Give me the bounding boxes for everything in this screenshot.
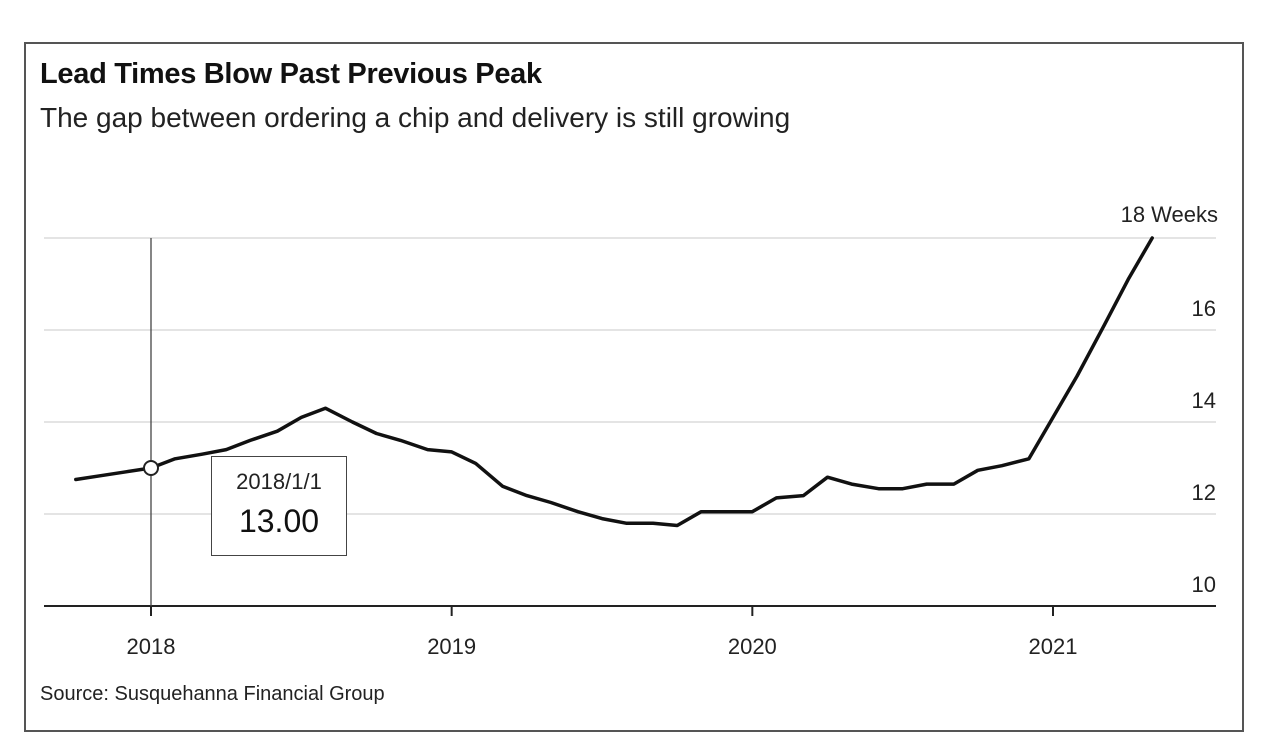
chart-subtitle: The gap between ordering a chip and deli… xyxy=(40,102,791,133)
y-tick-label: 12 xyxy=(1192,480,1216,505)
x-tick-label: 2019 xyxy=(427,634,476,659)
y-tick-label: 18 Weeks xyxy=(1121,202,1218,227)
y-tick-label: 16 xyxy=(1192,296,1216,321)
tick-labels: 18 Weeks 16 14 12 10 2018 2019 2020 2021 xyxy=(127,202,1218,659)
x-tick-label: 2021 xyxy=(1029,634,1078,659)
source-note: Source: Susquehanna Financial Group xyxy=(40,683,385,705)
highlight-point[interactable] xyxy=(143,460,159,476)
grid-lines xyxy=(44,237,1216,515)
chart-title: Lead Times Blow Past Previous Peak xyxy=(40,58,542,90)
x-tick-label: 2020 xyxy=(728,634,777,659)
tooltip-date: 2018/1/1 xyxy=(236,469,322,494)
series-lines[interactable] xyxy=(74,236,1154,528)
highlight-markers[interactable] xyxy=(143,460,159,476)
tooltip-value: 13.00 xyxy=(238,503,320,539)
series-line[interactable] xyxy=(74,236,1154,528)
x-tick-label: 2018 xyxy=(127,634,176,659)
hover-tooltip: 2018/1/1 13.00 xyxy=(211,456,347,556)
y-tick-label: 14 xyxy=(1192,388,1216,413)
x-axis xyxy=(44,605,1216,616)
y-tick-label: 10 xyxy=(1192,572,1216,597)
